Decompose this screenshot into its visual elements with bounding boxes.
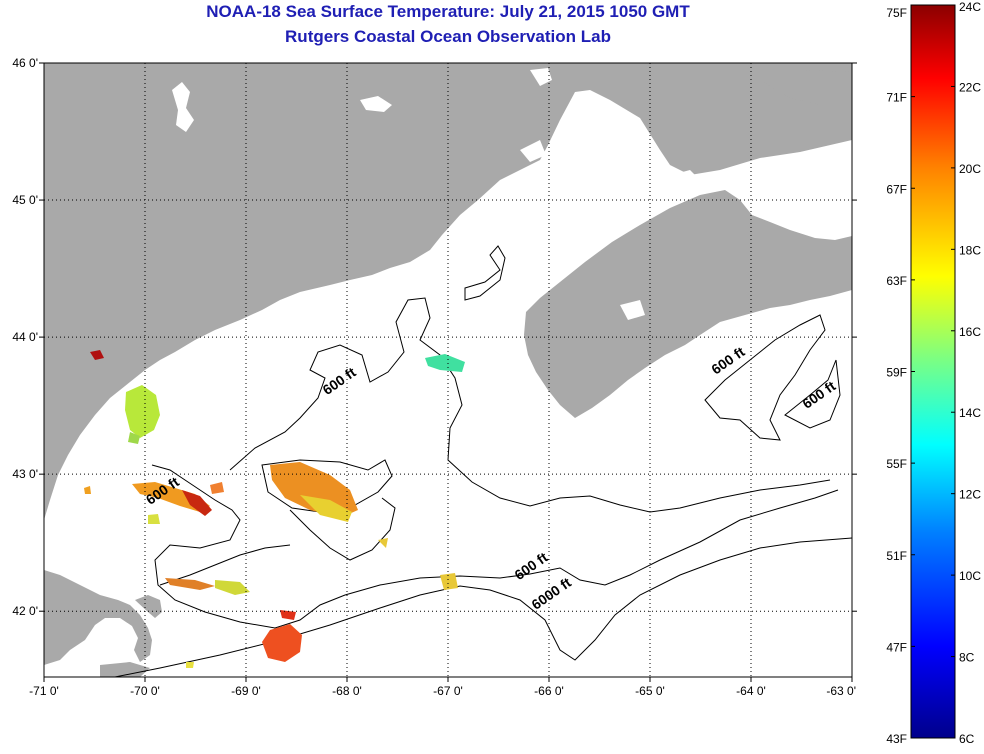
- bathymetry-contours: [112, 245, 852, 677]
- colorbar-f-label: 55F: [886, 457, 907, 471]
- lon-tick-label: -63 0': [826, 684, 856, 698]
- colorbar-c-label: 14C: [959, 406, 981, 420]
- island-land: [100, 662, 150, 677]
- colorbar-c-label: 8C: [959, 651, 975, 665]
- lat-tick-label: 44 0': [12, 330, 38, 344]
- lon-tick-label: -66 0': [534, 684, 564, 698]
- colorbar-c-label: 12C: [959, 488, 981, 502]
- contour-600ft-shelf-edge: [159, 544, 291, 586]
- sst-patch-maine-coast-2: [128, 432, 140, 444]
- sst-data-patches: [84, 350, 465, 668]
- colorbar-c-label: 10C: [959, 569, 981, 583]
- sst-patch-small-5: [186, 662, 194, 668]
- contour-600ft-brown: [464, 245, 506, 301]
- lat-tick-label: 43 0': [12, 467, 38, 481]
- lon-tick-label: -71 0': [29, 684, 59, 698]
- colorbar-f-label: 75F: [886, 6, 907, 20]
- colorbar-fahrenheit-labels: 75F 71F 67F 63F 59F 55F 51F 47F 43F: [886, 4, 915, 746]
- bay-of-fundy: [505, 170, 700, 288]
- contour-600ft-georges: [261, 459, 393, 513]
- contour-6000ft: [112, 537, 852, 677]
- sst-patch-south-channel: [165, 578, 215, 590]
- colorbar-c-label: 16C: [959, 325, 981, 339]
- sst-patch-georges-east: [440, 573, 458, 590]
- lon-tick-label: -67 0': [433, 684, 463, 698]
- contour-600ft-emerald: [704, 314, 826, 441]
- contour-600ft-sable: [784, 359, 841, 429]
- lon-tick-label: -65 0': [635, 684, 665, 698]
- lat-tick-label: 46 0': [12, 56, 38, 70]
- latitude-axis: 46 0' 45 0' 44 0' 43 0' 42 0': [12, 56, 857, 618]
- cape-cod-hook: [135, 595, 162, 618]
- longitude-axis: -71 0' -70 0' -69 0' -68 0' -67 0' -66 0' -65 …: [29, 677, 856, 698]
- lake: [172, 82, 194, 132]
- sst-patch-nantucket-small: [280, 610, 296, 620]
- colorbar-celsius-labels: 24C 22C 20C 18C 16C 14C 12C 10C 8C 6C: [951, 0, 981, 746]
- lat-tick-label: 42 0': [12, 604, 38, 618]
- contour-600ft-jordan: [289, 497, 396, 561]
- colorbar-f-label: 47F: [886, 640, 907, 654]
- colorbar-c-label: 24C: [959, 0, 981, 14]
- sst-patch-maine-crown: [215, 580, 250, 595]
- colorbar-c-label: 6C: [959, 732, 975, 746]
- pei-land: [760, 70, 852, 110]
- sst-patch-georges-yellow: [300, 495, 352, 522]
- colorbar-f-label: 43F: [886, 732, 907, 746]
- colorbar-c-label: 18C: [959, 243, 981, 257]
- sst-patch-small-2: [148, 514, 160, 524]
- lake: [620, 300, 645, 320]
- sst-patch-small-4: [210, 482, 224, 494]
- lon-tick-label: -64 0': [736, 684, 766, 698]
- colorbar-c-label: 20C: [959, 162, 981, 176]
- sst-patch-maine-red: [90, 350, 104, 360]
- contour-600ft-inner: [229, 297, 831, 513]
- lat-tick-label: 45 0': [12, 193, 38, 207]
- lon-tick-label: -68 0': [332, 684, 362, 698]
- lake: [520, 140, 546, 162]
- sst-patch-small-1: [378, 538, 388, 548]
- sst-patch-small-3: [84, 486, 91, 494]
- colorbar-f-label: 51F: [886, 549, 907, 563]
- colorbar-f-label: 67F: [886, 182, 907, 196]
- colorbar-f-label: 63F: [886, 274, 907, 288]
- lon-tick-label: -70 0': [130, 684, 160, 698]
- mainland-land: [44, 63, 852, 520]
- sst-patch-wilkinson-hot: [182, 490, 212, 516]
- sst-patch-gulf-green: [425, 354, 465, 372]
- lake: [360, 96, 392, 112]
- map-subtitle: Rutgers Coastal Ocean Observation Lab: [285, 27, 611, 46]
- contour-600ft-gulf: [151, 464, 839, 629]
- sst-patch-nantucket-shoals: [262, 624, 302, 662]
- sst-patch-maine-coast: [125, 385, 160, 438]
- colorbar-f-label: 71F: [886, 91, 907, 105]
- colorbar-c-label: 22C: [959, 80, 981, 94]
- graticule: [44, 63, 852, 677]
- cape-cod-land: [44, 570, 152, 665]
- nova-scotia-land: [524, 190, 852, 418]
- lake: [530, 68, 552, 86]
- colorbar: [910, 4, 956, 739]
- colorbar-f-label: 59F: [886, 366, 907, 380]
- map-title: NOAA-18 Sea Surface Temperature: July 21…: [206, 2, 690, 21]
- lon-tick-label: -69 0': [231, 684, 261, 698]
